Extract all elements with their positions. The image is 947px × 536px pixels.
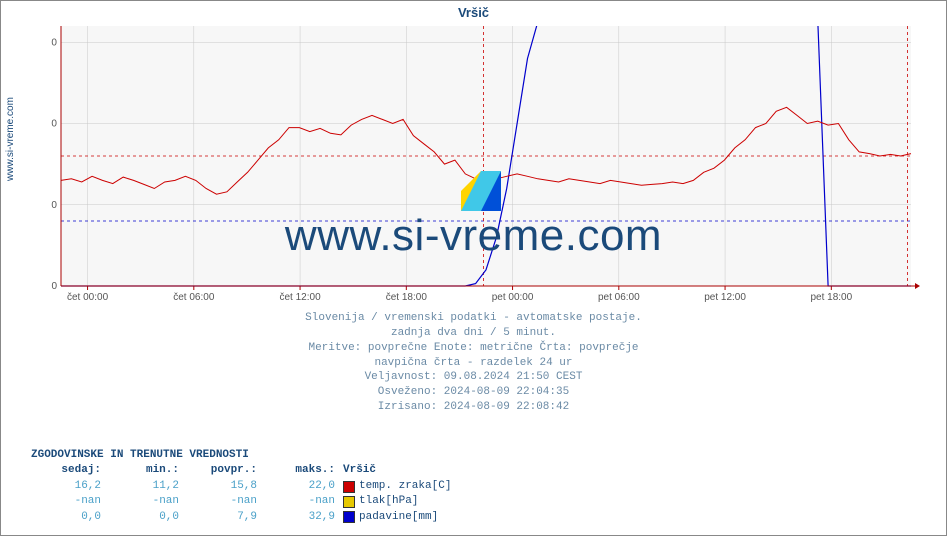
stats-title: ZGODOVINSKE IN TRENUTNE VREDNOSTI xyxy=(31,448,543,463)
svg-text:čet 12:00: čet 12:00 xyxy=(279,292,321,303)
svg-text:čet 06:00: čet 06:00 xyxy=(173,292,215,303)
svg-text:30: 30 xyxy=(51,37,57,48)
caption-line: Veljavnost: 09.08.2024 21:50 CEST xyxy=(1,370,946,385)
td: -nan xyxy=(265,494,343,509)
svg-text:20: 20 xyxy=(51,119,57,130)
td: 22,0 xyxy=(265,479,343,494)
caption-line: navpična črta - razdelek 24 ur xyxy=(1,356,946,371)
watermark-text: www.si-vreme.com xyxy=(1,211,946,261)
svg-text:10: 10 xyxy=(51,200,57,211)
td: 16,2 xyxy=(31,479,109,494)
td: -nan xyxy=(187,494,265,509)
legend-swatch xyxy=(343,496,355,508)
caption-line: Meritve: povprečne Enote: metrične Črta:… xyxy=(1,341,946,356)
svg-text:pet 18:00: pet 18:00 xyxy=(810,292,852,303)
site-vertical-label: www.si-vreme.com xyxy=(5,97,16,181)
legend-label: tlak[hPa] xyxy=(359,494,418,509)
th: povpr.: xyxy=(187,463,265,478)
stats-row: 16,211,215,822,0 temp. zraka[C] xyxy=(31,479,543,494)
svg-text:pet 12:00: pet 12:00 xyxy=(704,292,746,303)
caption-block: Slovenija / vremenski podatki - avtomats… xyxy=(1,311,946,415)
td: 11,2 xyxy=(109,479,187,494)
td: 32,9 xyxy=(265,510,343,525)
svg-text:čet 18:00: čet 18:00 xyxy=(386,292,428,303)
station-name: Vršič xyxy=(343,463,376,478)
td: -nan xyxy=(31,494,109,509)
legend-cell: padavine[mm] xyxy=(343,510,543,525)
td: -nan xyxy=(109,494,187,509)
chart-title: Vršič xyxy=(1,5,946,20)
legend-swatch xyxy=(343,511,355,523)
svg-text:pet 00:00: pet 00:00 xyxy=(492,292,534,303)
td: 0,0 xyxy=(109,510,187,525)
svg-text:0: 0 xyxy=(51,281,57,292)
caption-line: Izrisano: 2024-08-09 22:08:42 xyxy=(1,400,946,415)
stats-table: ZGODOVINSKE IN TRENUTNE VREDNOSTI sedaj:… xyxy=(31,448,543,525)
watermark-logo xyxy=(461,171,501,211)
legend-label: temp. zraka[C] xyxy=(359,479,451,494)
td: 0,0 xyxy=(31,510,109,525)
caption-line: Slovenija / vremenski podatki - avtomats… xyxy=(1,311,946,326)
stats-row: -nan-nan-nan-nantlak[hPa] xyxy=(31,494,543,509)
stats-row: 0,00,07,932,9padavine[mm] xyxy=(31,510,543,525)
svg-text:pet 06:00: pet 06:00 xyxy=(598,292,640,303)
th: maks.: xyxy=(265,463,343,478)
caption-line: zadnja dva dni / 5 minut. xyxy=(1,326,946,341)
legend-swatch xyxy=(343,481,355,493)
th: sedaj: xyxy=(31,463,109,478)
legend-cell: temp. zraka[C] xyxy=(343,479,543,494)
td: 7,9 xyxy=(187,510,265,525)
stats-header-row: sedaj: min.: povpr.: maks.: Vršič xyxy=(31,463,543,478)
th: min.: xyxy=(109,463,187,478)
td: 15,8 xyxy=(187,479,265,494)
chart-container: www.si-vreme.com Vršič 0 10 20 30 čet 00:00 č… xyxy=(0,0,947,536)
svg-text:čet 00:00: čet 00:00 xyxy=(67,292,109,303)
legend-label: padavine[mm] xyxy=(359,510,438,525)
caption-line: Osveženo: 2024-08-09 22:04:35 xyxy=(1,385,946,400)
legend-cell: tlak[hPa] xyxy=(343,494,543,509)
